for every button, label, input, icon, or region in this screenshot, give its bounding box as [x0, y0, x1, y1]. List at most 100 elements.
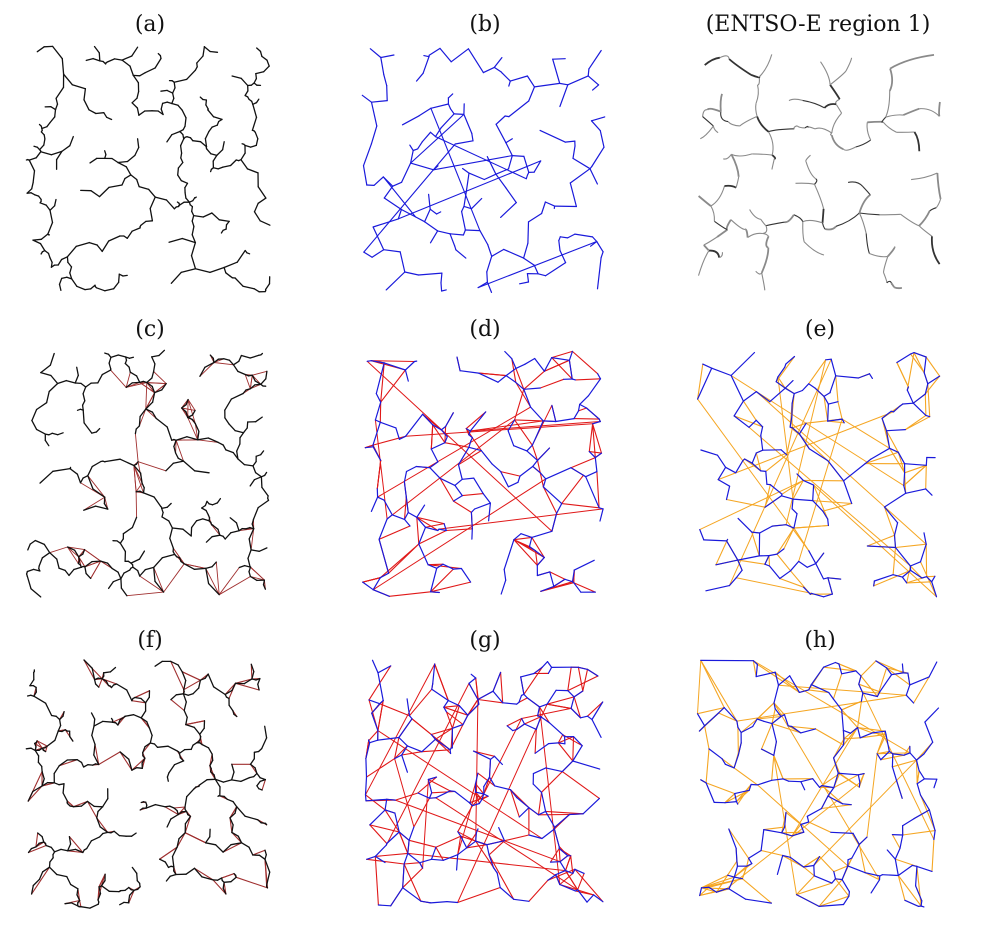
tree-edge: [45, 204, 51, 211]
tree-edge: [728, 876, 735, 890]
tree-edge: [128, 366, 131, 373]
added-edge: [119, 751, 133, 771]
tree-edge: [30, 846, 37, 850]
added-edge: [153, 371, 167, 385]
tree-edge: [90, 712, 96, 720]
tree-edge: [123, 235, 128, 239]
tree-edge: [128, 889, 135, 896]
tree-edge: [537, 706, 541, 717]
tree-edge: [783, 811, 787, 828]
tree-edge: [699, 887, 703, 897]
tree-edge: [468, 802, 474, 807]
tree-edge: [470, 511, 473, 530]
tree-edge: [847, 865, 866, 874]
tree-edge: [30, 747, 36, 752]
tree-edge: [124, 714, 135, 717]
tree-edge: [488, 502, 491, 522]
tree-edge: [446, 901, 459, 904]
tree-edge: [864, 458, 872, 465]
tree-edge: [590, 120, 601, 132]
tree-edge: [209, 266, 225, 274]
tree-edge: [916, 783, 922, 796]
tree-edge: [365, 798, 388, 802]
tree-edge: [454, 245, 457, 251]
tree-edge: [520, 672, 535, 678]
tree-edge: [438, 528, 447, 532]
tree-edge: [222, 887, 227, 895]
tree-edge: [131, 381, 141, 384]
tree-edge: [131, 46, 139, 57]
tree-edge: [541, 828, 555, 840]
tree-edge: [176, 809, 179, 816]
tree-edge: [135, 375, 141, 384]
added-edge: [235, 876, 269, 889]
tree-edge: [47, 252, 51, 259]
tree-edge: [733, 865, 739, 878]
tree-edge: [38, 841, 45, 844]
tree-edge: [53, 782, 60, 786]
tree-edge: [893, 405, 901, 413]
tree-edge: [95, 112, 105, 115]
added-edge: [835, 375, 839, 403]
tree-edge: [454, 140, 474, 145]
tree-edge: [364, 794, 367, 802]
tree-edge: [83, 505, 97, 511]
tree-edge: [747, 849, 762, 859]
transmission-line: [858, 212, 867, 234]
tree-edge: [212, 116, 223, 121]
tree-edge: [144, 67, 156, 74]
transmission-line: [887, 245, 896, 257]
tree-edge: [212, 686, 226, 696]
tree-edge: [180, 152, 183, 159]
tree-edge: [152, 363, 156, 373]
tree-edge: [434, 127, 442, 138]
long-range-edge: [813, 484, 937, 598]
added-edge: [897, 874, 922, 907]
long-range-edge: [457, 703, 548, 903]
tree-edge: [251, 116, 258, 131]
added-edge: [551, 357, 573, 380]
tree-edge: [129, 65, 134, 77]
tree-edge: [870, 447, 891, 460]
added-edge: [906, 581, 933, 584]
tree-edge: [540, 791, 547, 812]
tree-edge: [58, 567, 66, 572]
tree-edge: [409, 149, 414, 164]
tree-edge: [57, 724, 62, 732]
tree-edge: [795, 894, 820, 907]
added-edge: [224, 682, 237, 696]
added-edge: [369, 824, 400, 833]
transmission-line: [858, 194, 871, 214]
tree-edge: [400, 162, 412, 183]
tree-edge: [528, 546, 537, 552]
tree-edge: [910, 569, 923, 579]
tree-edge: [502, 702, 518, 705]
tree-edge: [857, 772, 865, 776]
tree-edge: [197, 437, 209, 441]
transmission-line: [913, 131, 921, 152]
tree-edge: [379, 699, 384, 705]
tree-edge: [592, 420, 601, 425]
tree-edge: [463, 191, 467, 207]
added-edge: [897, 874, 906, 901]
tree-edge: [587, 378, 602, 397]
tree-edge: [212, 524, 219, 530]
tree-edge: [151, 354, 160, 358]
tree-edge: [933, 830, 936, 841]
tree-edge: [928, 809, 936, 832]
tree-edge: [212, 357, 215, 364]
tree-edge: [39, 242, 46, 252]
tree-edge: [56, 873, 68, 878]
tree-edge: [50, 261, 53, 268]
long-range-link: [430, 107, 481, 232]
tree-edge: [889, 447, 899, 453]
tree-edge: [93, 754, 100, 766]
added-edge: [98, 678, 103, 688]
tree-edge: [507, 419, 516, 432]
tree-edge: [808, 684, 812, 691]
tree-edge: [756, 718, 765, 722]
long-range-link: [382, 176, 417, 218]
tree-edge: [436, 563, 444, 569]
added-edge: [408, 688, 433, 717]
tree-edge: [146, 721, 151, 729]
